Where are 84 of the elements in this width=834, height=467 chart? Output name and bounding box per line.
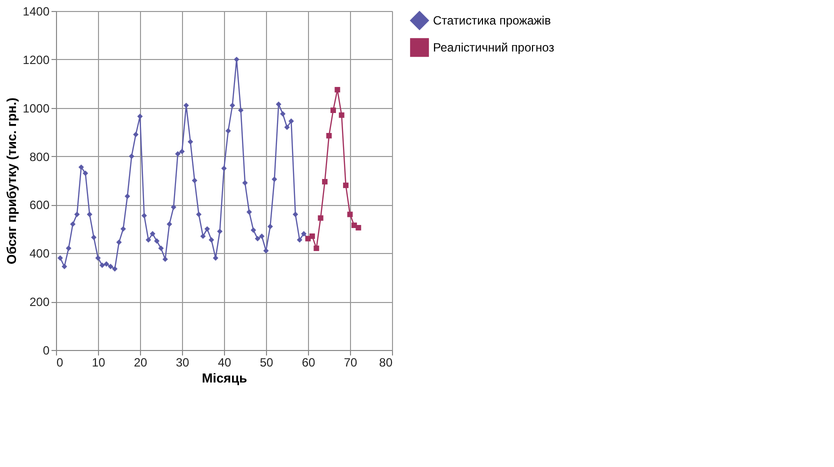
point — [91, 234, 97, 240]
x-axis-title: Місяць — [202, 370, 248, 386]
point — [250, 227, 256, 233]
x-tick-label: 70 — [344, 356, 358, 370]
point — [70, 221, 76, 227]
y-tick-label: 0 — [42, 344, 50, 358]
point — [78, 164, 84, 170]
point — [99, 262, 105, 268]
point — [188, 139, 194, 144]
legend-label: Реалістичний прогноз — [433, 40, 555, 54]
point — [128, 154, 134, 160]
y-tick-label: 600 — [29, 198, 50, 212]
point — [254, 236, 260, 242]
point — [326, 132, 332, 138]
point — [170, 204, 176, 210]
point — [221, 166, 227, 172]
x-tick-label: 20 — [134, 356, 148, 370]
point — [330, 108, 336, 114]
y-tick-label: 400 — [29, 246, 50, 261]
point — [230, 102, 236, 108]
point — [238, 108, 244, 114]
point — [62, 264, 68, 270]
point — [225, 128, 231, 134]
y-tick-label: 1200 — [22, 52, 50, 67]
point — [334, 86, 340, 92]
legend-label: Статистика прожажів — [433, 14, 551, 28]
point — [95, 255, 101, 261]
point — [356, 224, 362, 230]
point — [246, 209, 252, 215]
point — [175, 151, 181, 157]
x-tick-label: 60 — [302, 356, 316, 370]
y-tick-label: 200 — [29, 295, 50, 310]
point — [166, 221, 172, 227]
x-tick-label: 50 — [260, 356, 274, 370]
point — [242, 180, 248, 186]
y-tick-label: 800 — [29, 150, 50, 164]
point — [347, 212, 353, 218]
x-tick-label: 10 — [92, 356, 106, 370]
point — [112, 266, 118, 272]
point — [179, 148, 185, 154]
x-tick-label: 30 — [176, 356, 190, 370]
point — [120, 226, 126, 232]
point — [280, 111, 286, 117]
point — [322, 178, 328, 184]
point — [309, 233, 315, 239]
point — [318, 215, 324, 221]
point — [204, 226, 210, 232]
point — [141, 212, 147, 218]
point — [259, 233, 265, 239]
point — [57, 255, 63, 261]
point — [146, 237, 152, 243]
y-tick-label: 1000 — [22, 101, 50, 116]
point — [104, 261, 110, 267]
point — [108, 264, 114, 270]
point — [196, 212, 202, 218]
point — [74, 212, 80, 218]
point — [284, 124, 290, 130]
point — [133, 132, 139, 138]
point — [208, 237, 214, 243]
point — [154, 238, 160, 244]
point — [66, 246, 72, 252]
point — [276, 101, 282, 107]
point — [292, 212, 298, 218]
point — [267, 224, 273, 230]
point — [82, 170, 88, 176]
point — [288, 118, 294, 124]
point — [296, 237, 302, 243]
x-tick-label: 80 — [379, 356, 393, 370]
point — [338, 112, 344, 118]
y-axis-title: Обсяг прибутку (тис. грн.) — [4, 98, 19, 264]
point — [272, 176, 278, 182]
point — [301, 231, 307, 237]
point — [150, 231, 156, 237]
y-tick-label: 1400 — [22, 4, 50, 18]
point — [343, 182, 349, 188]
x-tick-label: 40 — [218, 356, 232, 370]
point — [124, 194, 130, 199]
point — [314, 246, 320, 252]
point — [192, 178, 198, 184]
point — [217, 228, 223, 234]
point — [158, 246, 164, 252]
x-tick-label: 0 — [56, 356, 64, 370]
point — [200, 233, 206, 239]
point — [86, 212, 92, 218]
